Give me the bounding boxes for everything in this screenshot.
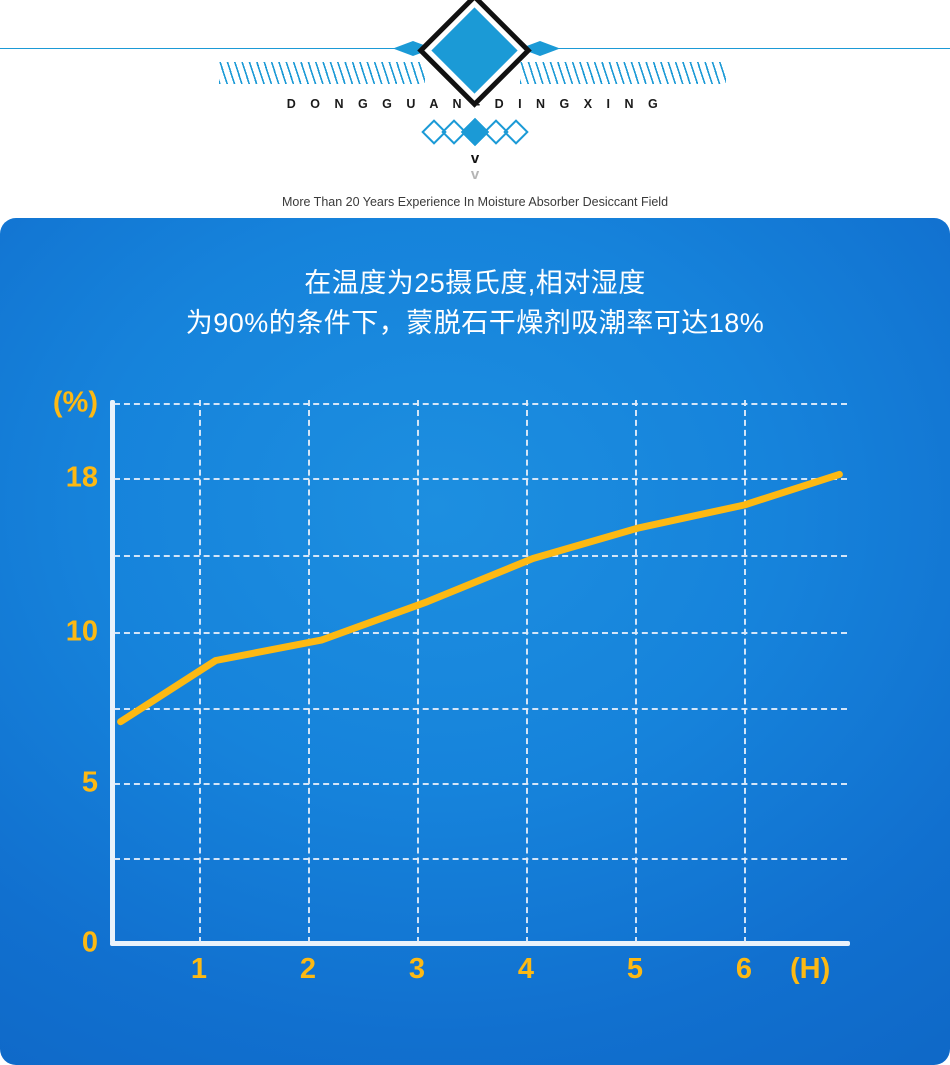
gridline-v-5 <box>635 400 637 943</box>
y-axis-labels: (%) 18 10 5 0 <box>0 387 98 959</box>
gridline-h-1 <box>114 403 847 405</box>
x-axis-line <box>110 941 850 946</box>
diamond-ornament-row <box>0 117 950 147</box>
header-rule-right <box>540 48 950 49</box>
y-tick-label-10: 10 <box>65 615 98 648</box>
gridline-h-5 <box>114 708 847 710</box>
chart-title-line-1: 在温度为25摄氏度,相对湿度 <box>304 268 646 298</box>
hatch-pattern-left <box>219 62 425 84</box>
x-axis-unit-label: (H) <box>790 953 831 985</box>
gridline-v-4 <box>526 400 528 943</box>
gridline-v-2 <box>308 400 310 943</box>
gridline-h-2 <box>114 478 847 480</box>
series-line-absorption <box>117 470 843 726</box>
x-tick-label-3: 3 <box>408 953 426 985</box>
hatch-pattern-right <box>520 62 726 84</box>
y-axis-line <box>110 400 115 943</box>
chart-panel: 在温度为25摄氏度,相对湿度 为90%的条件下，蒙脱石干燥剂吸潮率可达18% (… <box>0 218 950 1065</box>
y-tick-label-5: 5 <box>81 766 98 799</box>
y-tick-label-18: 18 <box>65 461 98 494</box>
x-tick-label-6: 6 <box>735 953 753 985</box>
gridline-h-7 <box>114 858 847 860</box>
page-header: D O N G G U A N - D I N G X I N G v v Mo… <box>0 0 950 218</box>
x-tick-label-4: 4 <box>517 953 535 985</box>
chevron-down-dark-icon: v <box>470 150 480 167</box>
gridline-h-3 <box>114 555 847 557</box>
header-rule-left <box>0 48 410 49</box>
gridline-h-6 <box>114 783 847 785</box>
x-tick-label-2: 2 <box>299 953 317 985</box>
x-tick-label-5: 5 <box>626 953 644 985</box>
chevron-down-light-icon: v <box>470 166 480 183</box>
plot-area <box>110 400 850 946</box>
y-tick-label-0: 0 <box>81 926 98 959</box>
ornament-diamond-5-icon <box>503 119 529 145</box>
gridline-v-3 <box>417 400 419 943</box>
chart-title: 在温度为25摄氏度,相对湿度 为90%的条件下，蒙脱石干燥剂吸潮率可达18% <box>0 263 950 343</box>
header-tagline: More Than 20 Years Experience In Moistur… <box>281 195 669 209</box>
diamond-logo-icon <box>431 7 518 94</box>
x-tick-label-1: 1 <box>190 953 208 985</box>
gridline-v-6 <box>744 400 746 943</box>
brand-name: D O N G G U A N - D I N G X I N G <box>286 97 664 111</box>
gridline-h-4 <box>114 632 847 634</box>
y-axis-unit-label: (%) <box>52 386 98 419</box>
x-axis-labels: 1 2 3 4 5 6 (H) <box>110 953 870 997</box>
chart-title-line-2: 为90%的条件下，蒙脱石干燥剂吸潮率可达18% <box>185 308 765 338</box>
